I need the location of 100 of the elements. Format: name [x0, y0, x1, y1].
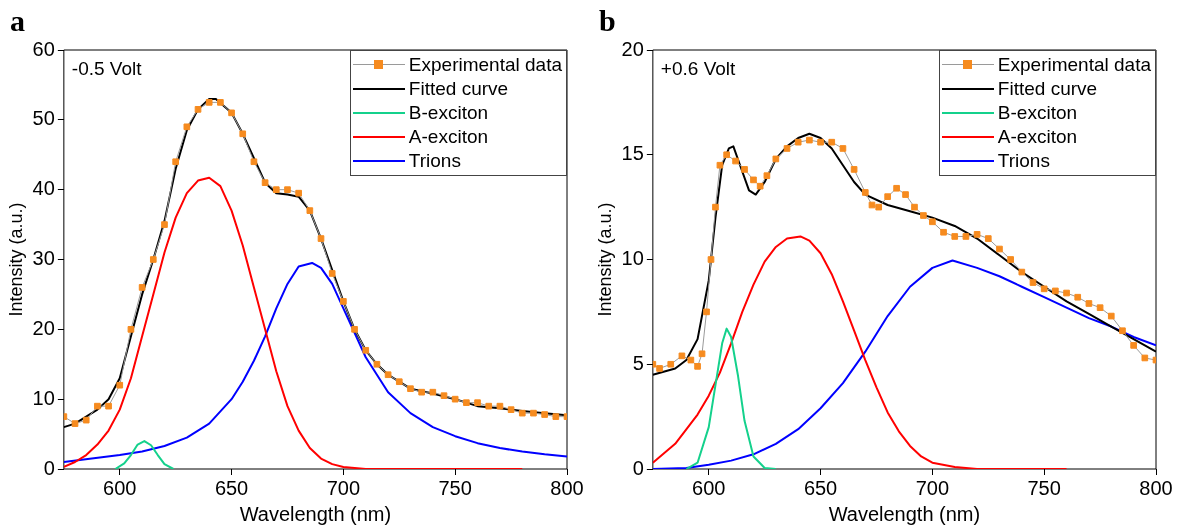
x-axis-title: Wavelength (nm) [239, 502, 392, 525]
point [1130, 342, 1137, 349]
y-tick-label: 60 [32, 37, 55, 60]
point [395, 378, 403, 386]
point [1063, 289, 1070, 297]
point [485, 402, 493, 410]
legend-label: Trions [997, 149, 1050, 173]
point [962, 233, 970, 240]
annotation: +0.6 Volt [660, 57, 737, 79]
point [1074, 293, 1082, 301]
point [518, 409, 526, 417]
point [340, 298, 347, 305]
x-tick-label: 650 [214, 476, 249, 499]
point [1052, 287, 1059, 295]
x-tick-label: 700 [326, 476, 361, 499]
y-tick-label: 30 [32, 247, 55, 270]
point [351, 326, 358, 333]
y-tick-label: 0 [43, 456, 55, 479]
point [306, 207, 314, 214]
y-tick-label: 50 [32, 107, 55, 130]
point [828, 138, 836, 146]
point [1007, 256, 1014, 263]
legend-label: Fitted curve [408, 77, 509, 101]
legend-label: Experimental data [408, 53, 562, 77]
point [723, 151, 730, 159]
x-tick-label: 750 [1027, 476, 1061, 499]
x-tick-label: 600 [103, 476, 137, 499]
point [732, 157, 739, 165]
x-tick-label: 800 [1139, 476, 1173, 499]
point [507, 406, 515, 413]
y-tick-label: 40 [32, 177, 55, 200]
point [1107, 312, 1115, 320]
point [116, 381, 124, 389]
point [750, 176, 757, 184]
point [552, 413, 560, 420]
point [161, 221, 168, 228]
y-tick-label: 5 [632, 351, 644, 374]
point [984, 235, 992, 242]
point [806, 136, 813, 144]
point [217, 99, 224, 106]
point [362, 346, 370, 354]
point [868, 201, 876, 209]
x-tick-label: 650 [803, 476, 838, 499]
point [741, 166, 748, 173]
point [384, 371, 392, 379]
point [687, 356, 695, 364]
point [1141, 354, 1149, 362]
point [451, 395, 459, 403]
point [1119, 327, 1126, 335]
y-tick-label: 20 [32, 316, 55, 339]
point [656, 365, 663, 372]
point [1040, 285, 1048, 293]
y-tick-label: 10 [32, 386, 55, 409]
point [530, 409, 537, 417]
point [703, 308, 710, 316]
chart-title: a [10, 4, 25, 38]
legend-label: A-exciton [997, 125, 1078, 149]
point [474, 399, 481, 406]
point [317, 235, 325, 242]
point [295, 189, 302, 197]
point [429, 388, 437, 396]
legend-label: Experimental data [997, 53, 1151, 77]
point [373, 360, 381, 368]
legend-label: A-exciton [408, 125, 489, 149]
point [1085, 300, 1093, 307]
point [407, 385, 414, 393]
point [772, 155, 780, 163]
point [541, 411, 548, 418]
point [105, 402, 112, 410]
point [839, 145, 847, 152]
point [698, 350, 706, 358]
point [716, 161, 724, 169]
point [440, 392, 448, 399]
y-axis-title: Intensity (a.u.) [594, 202, 615, 317]
legend-label: B-exciton [408, 101, 489, 125]
point [940, 228, 947, 236]
point [911, 203, 918, 211]
x-tick-label: 750 [438, 476, 472, 499]
point [261, 179, 269, 187]
point [861, 189, 869, 196]
point [850, 166, 858, 173]
point [794, 138, 802, 146]
point [284, 186, 291, 193]
point [82, 416, 90, 424]
point [496, 402, 504, 410]
point [228, 109, 235, 117]
point [951, 233, 959, 240]
point [996, 245, 1003, 253]
point [94, 402, 101, 410]
point [920, 212, 927, 219]
point [667, 360, 675, 368]
x-tick-label: 700 [915, 476, 950, 499]
legend-label: Trions [408, 149, 461, 173]
point [707, 256, 715, 263]
point [884, 193, 891, 200]
point [138, 284, 146, 291]
point [973, 231, 981, 238]
point [712, 203, 719, 211]
x-tick-label: 800 [550, 476, 584, 499]
point [1018, 268, 1026, 276]
